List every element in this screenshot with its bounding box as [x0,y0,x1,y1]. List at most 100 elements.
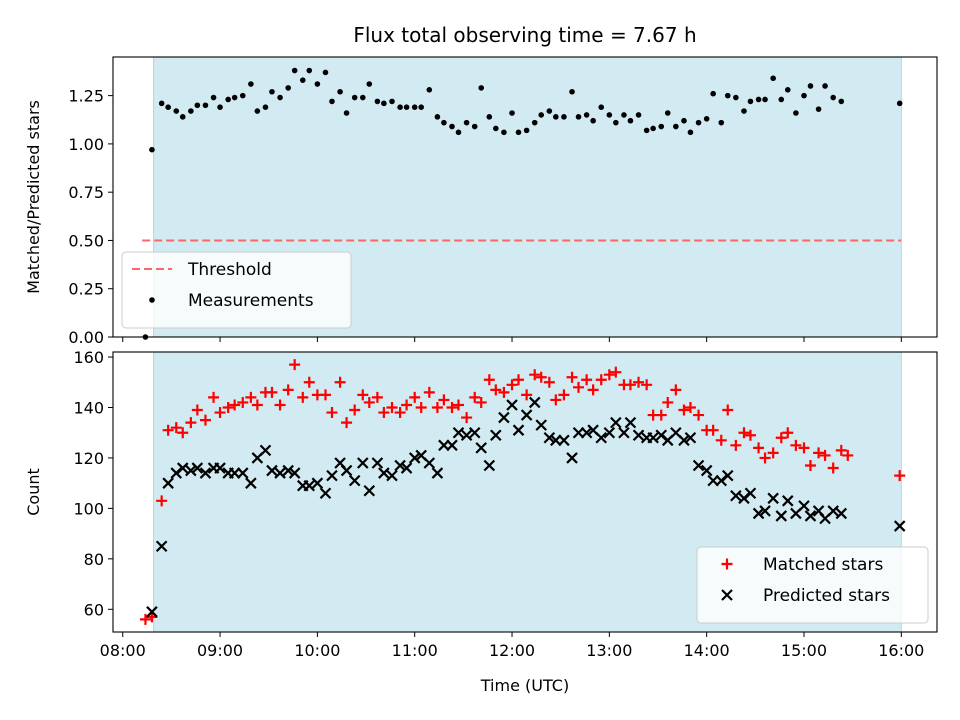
matched-point [827,462,839,474]
matched-point [655,409,667,421]
predicted-point [423,457,436,469]
matched-point [156,495,168,507]
chart-title: Flux total observing time = 7.67 h [353,23,696,47]
predicted-point [543,431,556,444]
predicted-point [452,426,465,439]
measurement-point [531,119,538,126]
predicted-point [781,495,794,507]
x-tick-label: 11:00 [392,641,438,660]
matched-point [813,447,825,459]
matched-point [798,442,810,454]
measurement-point [493,125,499,132]
matched-point [566,371,578,383]
measurement-point [755,96,762,103]
matched-point [475,396,487,408]
y-tick-label: 60 [84,600,104,619]
measurement-point [397,104,403,111]
y-tick-label: 160 [73,348,104,367]
predicted-point [288,467,301,479]
matched-point [529,369,541,381]
x-tick-label: 08:00 [100,641,146,660]
predicted-point [759,505,771,517]
predicted-point [303,479,316,492]
measurement-point [807,83,814,89]
predicted-point [512,424,525,436]
measurement-point [643,127,650,134]
measurement-point [778,96,785,103]
predicted-point [394,459,406,472]
measurement-point [299,77,306,83]
matched-point [222,401,234,413]
matched-point [423,386,435,398]
matched-point [371,391,383,403]
predicted-point [580,426,593,439]
measurement-point [285,85,291,91]
matched-point [790,439,802,451]
measurement-point [621,112,627,118]
predicted-point [357,457,369,469]
matched-point [498,386,510,398]
predicted-point [176,462,189,474]
measurement-point [149,146,155,153]
predicted-point [520,409,533,421]
measurement-point [381,100,387,107]
predicted-point [483,459,496,472]
measurement-point [434,114,441,120]
measurement-point [471,123,478,130]
measurement-point [583,112,590,118]
measurement-point [486,114,493,120]
predicted-point [266,464,278,477]
matched-point [684,401,696,413]
matched-point [303,376,315,388]
matched-point [595,374,607,386]
predicted-point [775,510,788,522]
x-tick-label: 14:00 [684,641,730,660]
measurement-point [359,94,366,101]
matched-point [506,379,518,391]
measurement-point [262,104,269,111]
matched-point [208,391,220,403]
predicted-point [162,477,174,489]
predicted-point [490,429,502,442]
measurement-point [741,108,747,114]
x-tick-label: 10:00 [294,641,340,660]
measurement-point [248,81,254,87]
measurement-point [815,106,822,112]
series-measurements [142,67,903,340]
predicted-point [185,464,197,477]
measurement-point [590,117,596,124]
legend-label: Threshold [187,260,272,280]
measurement-point [553,114,559,120]
matched-point [738,427,750,439]
predicted-point [475,442,487,454]
matched-point [170,422,182,434]
measurement-point [374,98,381,105]
measurement-point [463,119,470,126]
predicted-point [678,434,690,447]
matched-point [446,401,458,413]
measurement-point [389,98,395,105]
matched-point [289,359,301,371]
x-tick-label: 15:00 [781,641,827,660]
matched-point [759,452,771,464]
predicted-point [624,416,637,429]
measurement-point [269,88,275,95]
matched-point [214,407,226,419]
y-tick-label: 1.00 [68,135,104,154]
measurement-point [194,102,201,109]
measurement-point [158,100,165,107]
measurement-point [598,104,605,111]
measurement-point [179,114,186,120]
predicted-point [566,452,578,464]
predicted-point [311,477,324,489]
matched-point [274,399,286,411]
matched-point [237,396,249,408]
legend-label: Matched stars [763,555,883,575]
matched-point [245,391,257,403]
predicted-point [893,520,906,532]
y-tick-label: 100 [73,499,104,518]
y-tick-label: 120 [73,449,104,468]
measurement-point [733,94,739,101]
predicted-point [595,431,608,444]
